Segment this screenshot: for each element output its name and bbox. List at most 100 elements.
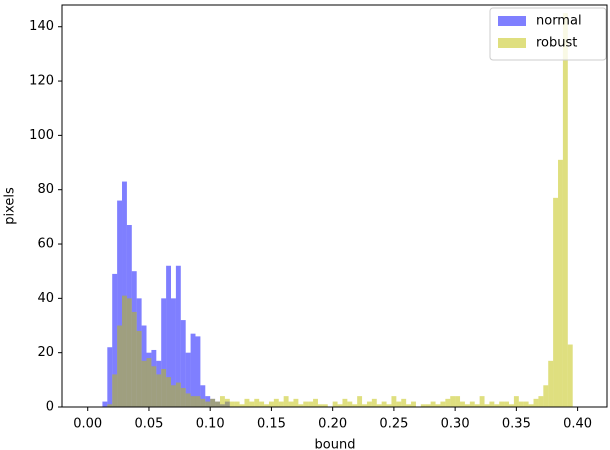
- bar: [553, 197, 559, 407]
- bar: [268, 401, 274, 407]
- bar: [411, 401, 416, 407]
- bar: [308, 401, 314, 407]
- x-tick-label: 0.05: [134, 417, 163, 432]
- bar: [450, 396, 456, 407]
- x-axis-label: bound: [315, 438, 356, 450]
- legend-swatch: [498, 16, 526, 26]
- bar: [156, 374, 162, 407]
- bar: [107, 404, 113, 407]
- bar: [146, 358, 152, 407]
- bar: [190, 396, 196, 407]
- bar: [200, 398, 206, 407]
- y-tick-label: 0: [46, 400, 54, 415]
- bar: [460, 401, 465, 407]
- bar: [347, 401, 353, 407]
- axes-frame: [61, 4, 608, 408]
- bar: [180, 320, 186, 407]
- bar: [151, 366, 157, 407]
- bar: [435, 404, 441, 407]
- bar: [401, 398, 407, 407]
- x-tick-label: 0.00: [73, 417, 102, 432]
- bar: [518, 401, 524, 407]
- bar: [200, 385, 206, 407]
- bar: [509, 404, 514, 407]
- bar: [562, 13, 568, 407]
- bar: [386, 404, 392, 407]
- bar: [112, 374, 118, 407]
- bar: [175, 382, 181, 407]
- bar: [283, 396, 289, 407]
- bars: [102, 13, 573, 407]
- bar: [528, 404, 534, 407]
- bar: [171, 298, 176, 407]
- bar: [185, 393, 191, 407]
- bar: [371, 398, 377, 407]
- bar: [278, 401, 284, 407]
- bar: [366, 401, 372, 407]
- x-tick-label: 0.35: [502, 417, 531, 432]
- bar: [425, 404, 431, 407]
- bar: [313, 398, 318, 407]
- bar: [161, 298, 167, 407]
- bar: [205, 401, 211, 407]
- y-tick-label: 80: [37, 182, 54, 197]
- bar: [249, 401, 255, 407]
- x-tick-label: 0.10: [196, 417, 225, 432]
- bar: [489, 401, 495, 407]
- bar: [464, 404, 470, 407]
- bar: [430, 401, 436, 407]
- bar: [455, 396, 461, 407]
- bar: [195, 396, 201, 407]
- x-tick-label: 0.20: [318, 417, 347, 432]
- bar: [362, 404, 367, 407]
- bar: [219, 396, 225, 407]
- bar: [259, 401, 265, 407]
- x-tick-label: 0.25: [379, 417, 408, 432]
- legend-label: robust: [536, 36, 577, 51]
- bar: [210, 398, 216, 407]
- bar: [166, 377, 171, 407]
- bar: [352, 404, 358, 407]
- bar: [234, 401, 240, 407]
- bar: [117, 200, 123, 407]
- x-tick-label: 0.15: [257, 417, 286, 432]
- y-tick-label: 120: [29, 74, 54, 89]
- bar: [396, 401, 402, 407]
- bar: [136, 330, 142, 407]
- bar: [195, 336, 201, 407]
- bar: [273, 398, 279, 407]
- y-tick-label: 40: [37, 291, 54, 306]
- bar: [244, 398, 250, 407]
- bar: [175, 265, 181, 407]
- bar: [126, 298, 132, 407]
- y-tick-label: 100: [29, 128, 54, 143]
- x-tick-label: 0.40: [563, 417, 592, 432]
- bar: [342, 398, 348, 407]
- bar: [185, 352, 191, 407]
- bar: [288, 401, 294, 407]
- bar: [558, 159, 563, 407]
- bar: [538, 396, 544, 407]
- bar: [102, 401, 108, 407]
- bar: [548, 360, 554, 407]
- legend-swatch: [498, 38, 526, 48]
- bar: [303, 401, 309, 407]
- bar: [122, 181, 127, 407]
- bar: [166, 265, 171, 407]
- bar: [499, 401, 505, 407]
- bar: [357, 396, 363, 407]
- bar: [112, 273, 118, 407]
- bar: [298, 404, 304, 407]
- bar: [543, 385, 549, 407]
- bar: [229, 401, 235, 407]
- bar: [215, 401, 220, 407]
- bar: [440, 401, 446, 407]
- bar: [474, 404, 480, 407]
- bar: [494, 404, 500, 407]
- bar: [161, 368, 167, 407]
- bar: [504, 401, 510, 407]
- bar: [131, 311, 137, 407]
- bar: [567, 344, 573, 407]
- y-axis-label: pixels: [3, 187, 18, 225]
- bar: [141, 360, 147, 407]
